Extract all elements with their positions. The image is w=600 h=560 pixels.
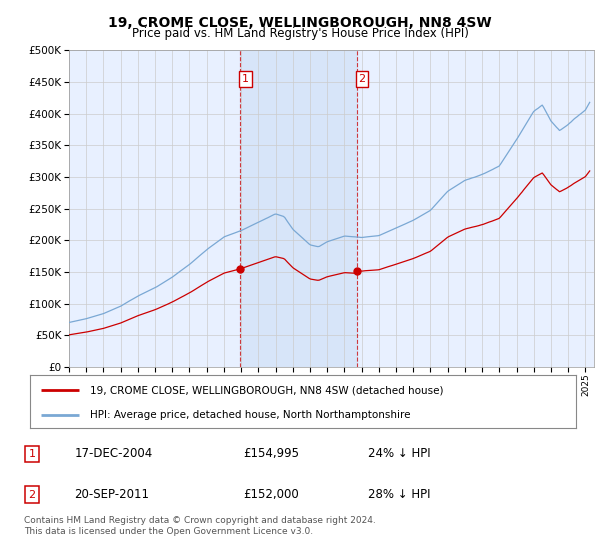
Text: £152,000: £152,000 [244,488,299,501]
Text: 28% ↓ HPI: 28% ↓ HPI [368,488,430,501]
Text: 20-SEP-2011: 20-SEP-2011 [74,488,149,501]
Text: 19, CROME CLOSE, WELLINGBOROUGH, NN8 4SW (detached house): 19, CROME CLOSE, WELLINGBOROUGH, NN8 4SW… [90,385,443,395]
Text: Price paid vs. HM Land Registry's House Price Index (HPI): Price paid vs. HM Land Registry's House … [131,27,469,40]
Text: £154,995: £154,995 [244,447,299,460]
Text: HPI: Average price, detached house, North Northamptonshire: HPI: Average price, detached house, Nort… [90,410,410,420]
Text: 2: 2 [29,489,35,500]
Text: 1: 1 [242,74,249,84]
Text: 24% ↓ HPI: 24% ↓ HPI [368,447,430,460]
Bar [241,50,357,367]
Text: 2: 2 [358,74,365,84]
Text: 19, CROME CLOSE, WELLINGBOROUGH, NN8 4SW: 19, CROME CLOSE, WELLINGBOROUGH, NN8 4SW [108,16,492,30]
Text: Contains HM Land Registry data © Crown copyright and database right 2024.
This d: Contains HM Land Registry data © Crown c… [24,516,376,536]
Text: 1: 1 [29,449,35,459]
Text: 17-DEC-2004: 17-DEC-2004 [74,447,152,460]
